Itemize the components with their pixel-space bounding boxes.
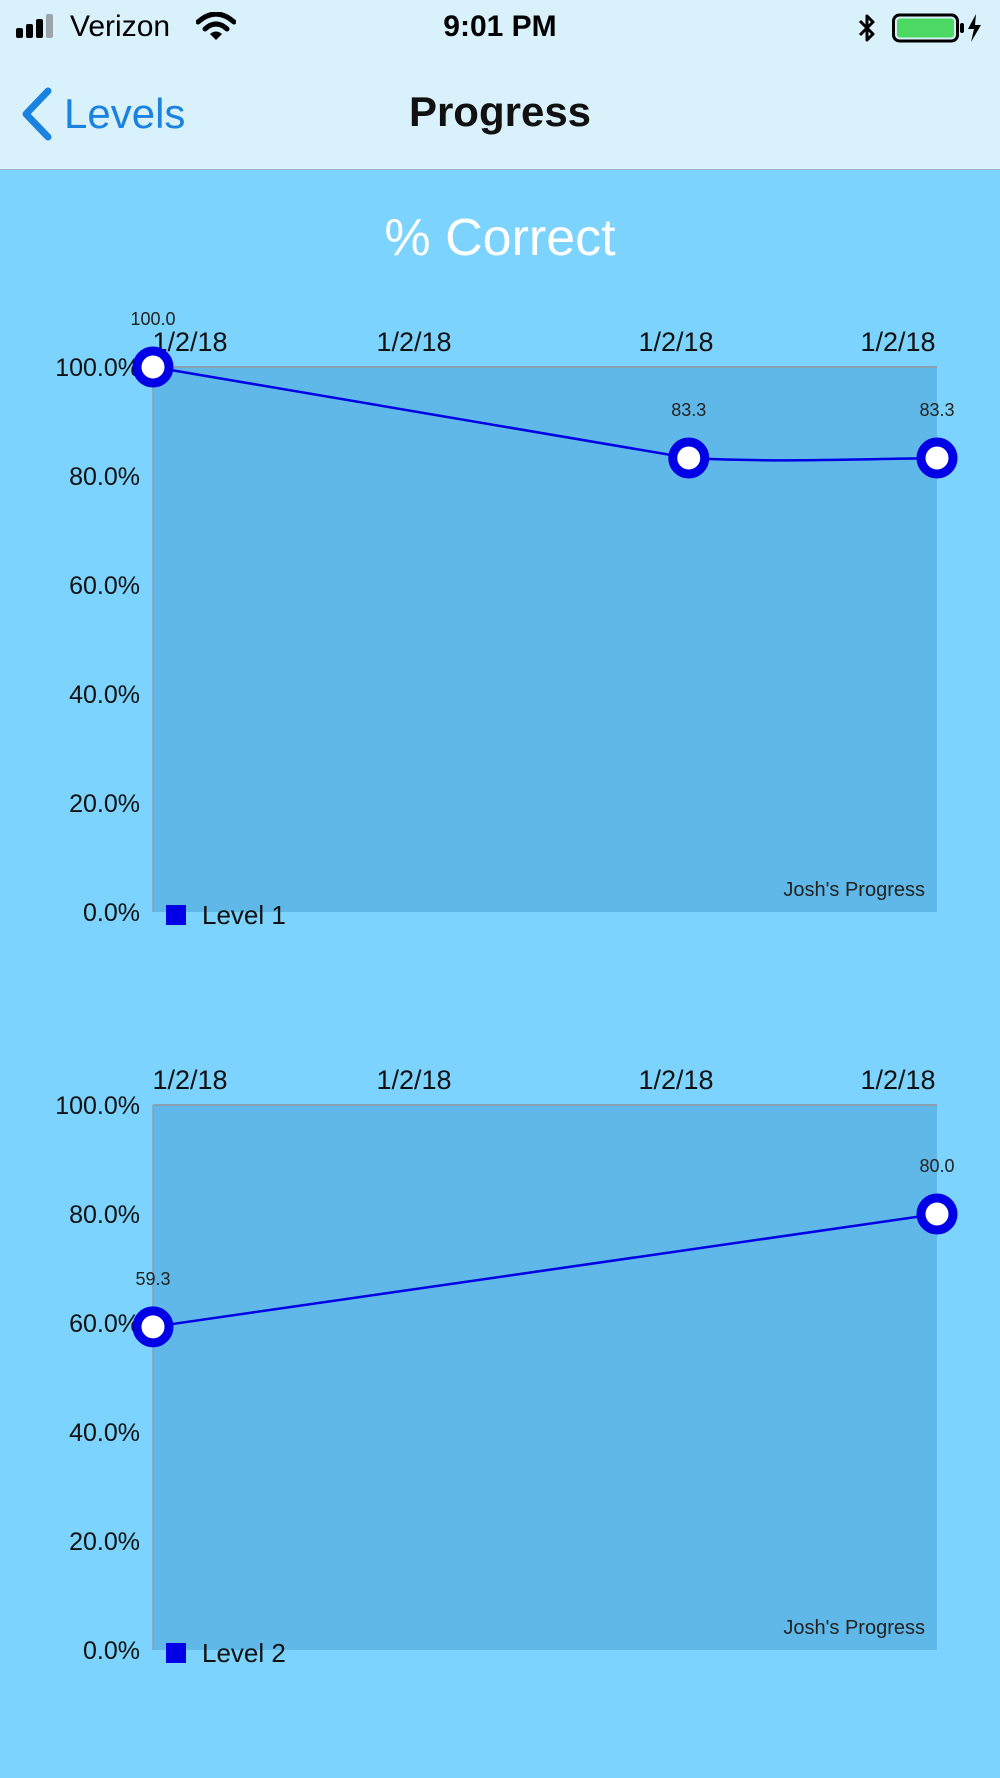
data-point [132, 1306, 174, 1348]
plot-area [153, 1105, 937, 1650]
data-label: 80.0 [919, 1156, 954, 1176]
x-tick-label: 1/2/18 [376, 1065, 451, 1095]
page-title: % Correct [384, 209, 616, 267]
y-tick-label: 60.0% [69, 572, 140, 600]
y-tick-label: 40.0% [69, 681, 140, 709]
data-label: 100.0 [130, 309, 175, 329]
nav-title: Progress [408, 88, 592, 135]
data-point [916, 1193, 958, 1235]
x-tick-label: 1/2/18 [638, 327, 713, 357]
y-tick-label: 0.0% [83, 899, 140, 927]
data-point [916, 437, 958, 479]
y-tick-label: 60.0% [69, 1310, 140, 1338]
y-tick-label: 0.0% [83, 1637, 140, 1665]
y-tick-label: 20.0% [69, 790, 140, 818]
back-button-label: Levels [64, 90, 186, 137]
bluetooth-icon [858, 14, 875, 42]
wifi-icon [196, 12, 236, 40]
signal-icon [16, 14, 53, 38]
x-tick-label: 1/2/18 [152, 1065, 227, 1095]
chart-legend: Level 2 [166, 1636, 286, 1670]
chart-legend: Level 1 [166, 898, 286, 932]
status-bar: Verizon 9:01 PM [0, 0, 1000, 58]
level-1-chart: 100.0% 80.0% 60.0% 40.0% 20.0% 0.0% 1/2/18 1/2/… [0, 300, 1000, 980]
carrier-name: Verizon [70, 10, 171, 43]
level-1-chart-svg: 100.0% 80.0% 60.0% 40.0% 20.0% 0.0% 1/2/18 1/2/… [55, 309, 958, 927]
chevron-left-icon [22, 87, 52, 141]
y-tick-label: 80.0% [69, 1201, 140, 1229]
y-tick-label: 40.0% [69, 1419, 140, 1447]
charging-icon [968, 14, 981, 42]
series-line [152, 1212, 938, 1329]
chart-description: Josh's Progress [783, 879, 925, 901]
x-tick-label: 1/2/18 [860, 327, 935, 357]
battery-icon [892, 13, 981, 43]
data-point [668, 437, 710, 479]
chart-description: Josh's Progress [783, 1617, 925, 1639]
legend-swatch [166, 905, 186, 925]
legend-swatch [166, 1643, 186, 1663]
legend-label: Level 2 [202, 1637, 286, 1668]
y-tick-label: 100.0% [55, 354, 140, 382]
plot-area [153, 367, 937, 912]
data-label: 83.3 [919, 400, 954, 420]
y-tick-label: 100.0% [55, 1092, 140, 1120]
data-label: 59.3 [135, 1269, 170, 1289]
status-time: 9:01 PM [443, 10, 557, 43]
navigation-bar: Levels Progress [0, 58, 1000, 170]
x-tick-label: 1/2/18 [860, 1065, 935, 1095]
back-button[interactable]: Levels [18, 82, 185, 146]
y-tick-label: 20.0% [69, 1528, 140, 1556]
level-2-chart-svg: 100.0% 80.0% 60.0% 40.0% 20.0% 0.0% 1/2/18 1/2/… [55, 1065, 958, 1665]
data-label: 83.3 [671, 400, 706, 420]
level-2-chart: 100.0% 80.0% 60.0% 40.0% 20.0% 0.0% 1/2/18 1/2/… [0, 1038, 1000, 1718]
x-tick-label: 1/2/18 [376, 327, 451, 357]
data-point [132, 346, 174, 388]
legend-label: Level 1 [202, 899, 286, 930]
y-tick-label: 80.0% [69, 463, 140, 491]
x-tick-label: 1/2/18 [638, 1065, 713, 1095]
